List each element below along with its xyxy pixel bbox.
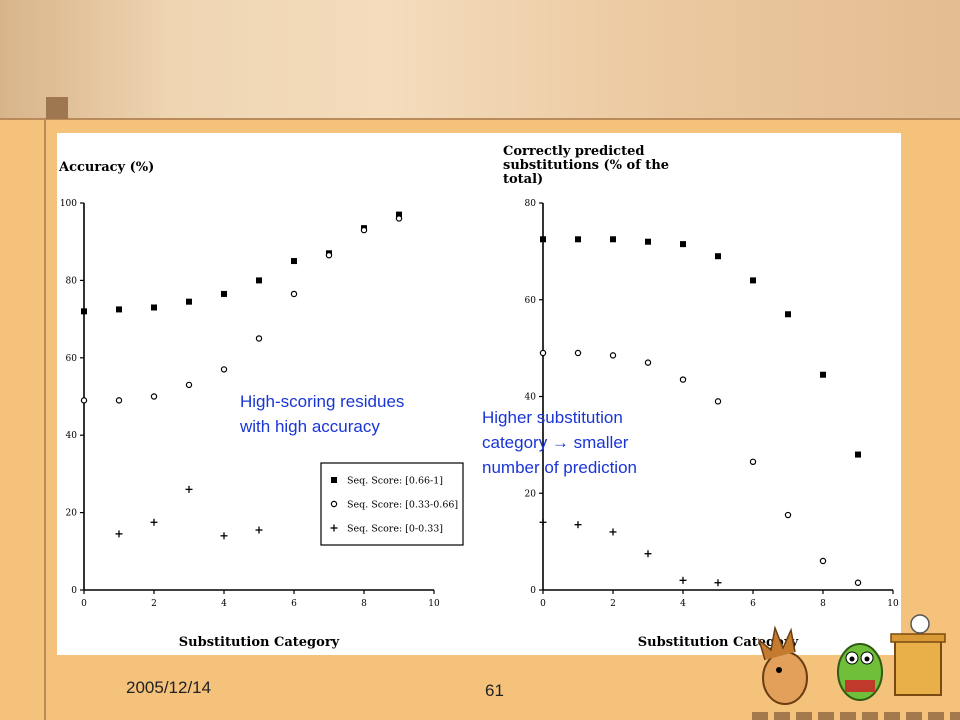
chart2-series1-point [785,311,791,318]
chart2-series3-point [644,550,652,558]
chart2-y-tick-label: 80 [525,199,537,209]
annotation-higher-substitution: Higher substitution category → smaller n… [482,408,637,477]
chart2-series1-point [820,371,826,378]
left-margin-rule [44,120,46,720]
chart2-series1-point [575,236,581,243]
chart2-y-axis-title-line: substitutions (% of the [503,158,669,173]
chart2-series2-point [679,376,687,383]
chart1-x-tick-label: 10 [428,599,440,609]
bottom-decorative-strip [752,712,960,720]
chart1-series2-point [115,397,123,404]
chart1-series1-point [221,290,227,297]
chart1-series1-point [151,304,157,311]
figure-panel: 0 2 4 6 8 10 0 20 40 60 80 100 Substitution Category… [57,133,901,655]
chart1-x-tick-label: 6 [291,599,297,609]
chart2-series3-point [539,518,547,526]
chart2-series1-point [750,277,756,284]
chart2-x-tick-label: 4 [680,599,686,609]
chart2-series3-point [574,521,582,529]
chart2-y-tick-label: 40 [525,393,537,403]
chart2-series2-point [714,398,722,405]
chart1-series2-point [80,397,88,404]
chart2-x-tick-label: 0 [540,599,546,609]
chart1-y-tick-label: 80 [66,276,78,286]
chart2-x-tick-label: 10 [887,599,899,609]
header-banner [0,0,960,120]
cartoon-characters-decoration [757,614,946,705]
chart1-series2-point [220,366,228,373]
chart2-y-tick-label: 60 [525,296,537,306]
chart2-series2-point [819,557,827,565]
chart1-legend-marker [330,500,338,508]
chart2-series2-point [854,579,862,586]
chart1-legend-label: Seq. Score: [0.33-0.66] [347,500,458,511]
chart2-y-tick-label: 20 [525,489,537,499]
chart2-series3-point [609,528,617,536]
chart2-series1-point [645,238,651,245]
corner-square-decoration [46,97,68,119]
chart2-series1-point [855,451,861,458]
banner-divider [0,118,960,120]
chart2-series2-point [749,458,757,466]
footer-date: 2005/12/14 [126,678,212,697]
chart2-y-axis-title-line: Correctly predicted [503,144,644,159]
chart1-series1-point [256,277,262,284]
chart1-series1-point [81,308,87,315]
chart2-series2-point [609,352,617,359]
page-number: 61 [485,681,504,700]
chart1-y-tick-label: 20 [66,509,78,519]
chart1-series2-point [360,226,368,234]
chart2-series1-point [610,236,616,243]
chart1-legend-label: Seq. Score: [0.66-1] [347,476,443,487]
chart1-series1-point [291,258,297,265]
chart2-series1-point [715,253,721,260]
chart1-x-tick-label: 2 [151,599,157,609]
chart1-series2-point [395,215,403,222]
chart1-y-tick-label: 40 [66,431,78,441]
annotation-high-scoring: High-scoring residues with high accuracy [240,392,405,436]
chart1-x-tick-label: 0 [81,599,87,609]
chart1-series3-point [150,518,158,526]
chart1-series3-point [255,526,263,534]
chart2-x-tick-label: 8 [820,599,826,609]
chart2-series3-point [679,576,687,584]
chart1-series2-point [290,290,298,298]
chart1-y-tick-label: 0 [71,586,77,596]
chart1-series2-point [255,335,263,342]
chart1-series3-point [115,530,123,538]
chart2-series2-point [574,349,582,357]
chart1-legend-label: Seq. Score: [0-0.33] [347,524,443,535]
chart2-series2-point [784,511,792,519]
chart1-x-tick-label: 8 [361,599,367,609]
chart2-y-axis-title-line: total) [503,172,543,187]
chart1-series3-point [185,485,193,493]
chart2-series1-point [680,241,686,248]
chart1-series1-point [116,306,122,313]
chart1-legend-box [320,462,464,546]
chart2-series2-point [644,359,652,366]
chart1-series3-point [220,532,228,540]
chart2-series2-point [539,349,547,357]
chart2-x-tick-label: 2 [610,599,616,609]
chart1-series1-point [186,298,192,305]
chart1-series2-point [185,381,193,389]
chart1-y-axis-title: Accuracy (%) [58,160,154,175]
chart1-series2-point [150,393,158,400]
chart2-x-tick-label: 6 [750,599,756,609]
chart2-series1-point [540,236,546,243]
chart1-x-axis-title: Substitution Category [179,635,340,650]
chart1-series1-point [396,211,402,218]
chart1-legend-marker [331,477,337,483]
chart1-x-tick-label: 4 [221,599,227,609]
chart1-y-tick-label: 60 [66,354,78,364]
chart2-y-tick-label: 0 [530,586,536,596]
chart1-y-tick-label: 100 [60,199,77,209]
chart1-legend-marker [330,524,338,532]
chart2-series3-point [714,579,722,587]
chart1-series2-point [325,252,333,259]
